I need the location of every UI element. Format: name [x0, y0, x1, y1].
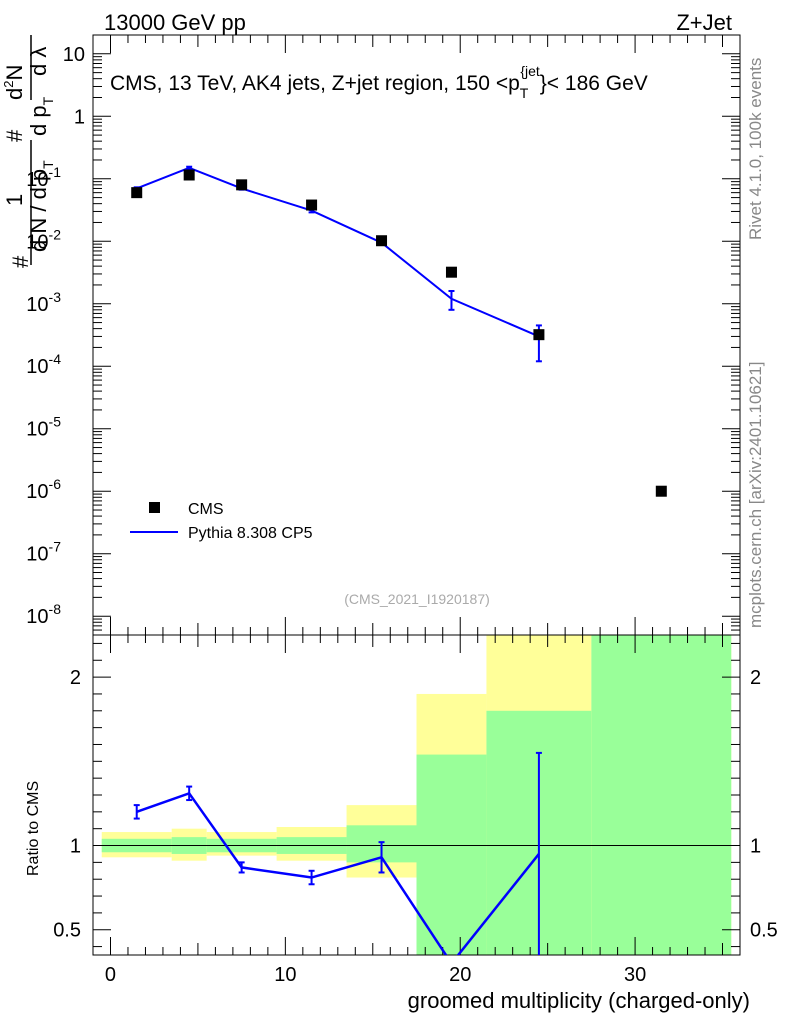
cms-point-7 — [655, 485, 667, 497]
cms-point-2 — [236, 179, 248, 191]
legend-label-pythia: Pythia 8.308 CP5 — [188, 525, 313, 542]
band-green-7 — [591, 635, 732, 955]
ratio-ytick-label-left-0: 0.5 — [53, 920, 81, 942]
main-ytick-label-0: 10-8 — [26, 601, 61, 628]
main-frame — [92, 34, 741, 636]
legend: CMS Pythia 8.308 CP5 — [130, 501, 313, 542]
analysis-watermark: (CMS_2021_I1920187) — [344, 591, 490, 607]
band-green-5 — [416, 754, 487, 955]
ylabel-d2N: d2N — [1, 65, 27, 100]
ratio-ytick-label-left-1: 1 — [70, 836, 81, 858]
ylabel-dN-dpT: d N / d pT — [26, 160, 56, 252]
ratio-ytick-label-right-2: 2 — [750, 667, 761, 689]
mcplots-label: mcplots.cern.ch [arXiv:2401.10621] — [746, 362, 765, 628]
cms-point-5 — [445, 266, 457, 278]
cms-point-1 — [183, 169, 195, 181]
pythia-line — [136, 166, 540, 338]
xtick-label-2: 20 — [449, 964, 471, 986]
title-sup: {jet — [520, 63, 540, 79]
title-prefix: CMS, 13 TeV, AK4 jets, Z+jet region, 150… — [110, 72, 520, 95]
main-ytick-label-6: 10-2 — [26, 226, 61, 253]
main-ytick-label-5: 10-3 — [26, 289, 61, 316]
ylabel-hash-2: # — [2, 129, 27, 142]
main-ytick-label-7: 10-1 — [26, 164, 61, 191]
main-ytick-label-9: 10 — [63, 44, 85, 66]
title-suffix: }< 186 GeV — [540, 72, 648, 95]
rivet-label: Rivet 4.1.0, 100k events — [746, 58, 765, 240]
ylabel-hash-1: # — [8, 255, 33, 268]
xlabel: groomed multiplicity (charged-only) — [408, 988, 750, 1013]
legend-label-cms: CMS — [188, 501, 224, 518]
cms-point-6 — [533, 329, 545, 341]
main-ytick-label-1: 10-7 — [26, 539, 61, 566]
ylabel-one: 1 — [2, 194, 27, 206]
ylabel-dpT: d pT — [26, 96, 56, 136]
ratio-ytick-label-left-2: 2 — [70, 667, 81, 689]
cms-point-4 — [376, 235, 388, 247]
header-right: Z+Jet — [676, 10, 732, 35]
plot-title: CMS, 13 TeV, AK4 jets, Z+jet region, 150… — [110, 63, 648, 101]
title-sub: T — [520, 85, 529, 101]
cms-point-3 — [306, 199, 318, 211]
xtick-label-1: 10 — [274, 964, 296, 986]
cms-point-0 — [131, 187, 143, 199]
ratio-panel: 0 10 20 30 0.5 0.5 1 1 2 2 — [53, 634, 778, 986]
ratio-ytick-label-right-0: 0.5 — [750, 920, 778, 942]
legend-marker-cms — [149, 502, 160, 513]
ratio-ytick-label-right-1: 1 — [750, 836, 761, 858]
main-ylabel: # 1 d N / d pT # d pT d2N d λ — [1, 35, 56, 268]
header-left: 13000 GeV pp — [104, 10, 246, 35]
xtick-label-0: 0 — [105, 964, 116, 986]
main-ytick-label-8: 1 — [74, 106, 85, 128]
main-ytick-label-2: 10-6 — [26, 476, 61, 503]
main-ytick-label-4: 10-4 — [26, 351, 61, 378]
main-ytick-label-3: 10-5 — [26, 414, 61, 441]
main-panel: 10-8 10-7 10-6 10-5 10-4 10-3 10-2 10-1 1 10 — [26, 34, 741, 636]
ylabel-dlambda: d λ — [26, 47, 51, 76]
xtick-label-3: 30 — [624, 964, 646, 986]
ratio-ylabel: Ratio to CMS — [25, 781, 42, 876]
